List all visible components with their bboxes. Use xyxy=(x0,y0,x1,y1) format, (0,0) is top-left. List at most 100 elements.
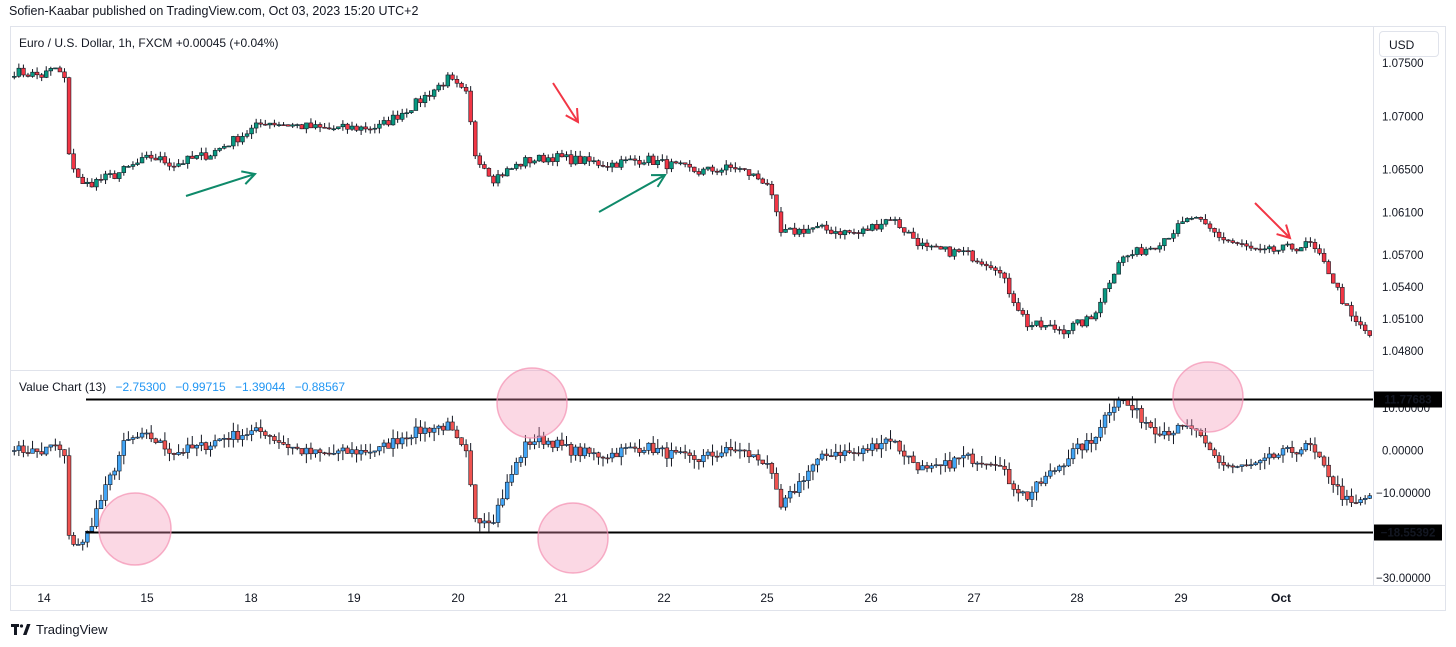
arrow-head xyxy=(1276,224,1292,240)
price-candle xyxy=(75,168,81,178)
pane-separator[interactable] xyxy=(10,370,1373,371)
price-candle xyxy=(514,163,519,169)
indicator-candle xyxy=(1367,495,1372,499)
indicator-candle xyxy=(1344,495,1350,500)
indicator-candle xyxy=(582,447,587,457)
price-candle xyxy=(500,174,505,177)
time-tick-label: 26 xyxy=(864,591,878,605)
indicator-candle xyxy=(331,452,336,455)
indicator-candle xyxy=(920,465,925,471)
indicator-candle xyxy=(1089,440,1094,444)
indicator-candle xyxy=(48,444,53,448)
price-candle xyxy=(139,157,145,164)
brand-footer[interactable]: TradingView xyxy=(11,622,108,637)
indicator-candle xyxy=(486,520,492,524)
price-candle xyxy=(1157,245,1162,250)
price-candle xyxy=(85,181,90,184)
price-candle xyxy=(299,124,304,130)
price-candle xyxy=(491,175,496,184)
indicator-candle xyxy=(39,451,44,455)
price-candle xyxy=(879,223,884,230)
indicator-candle xyxy=(1244,464,1249,467)
indicator-candle xyxy=(1061,465,1067,468)
indicator-candle xyxy=(824,453,829,457)
indicator-name: Value Chart (13) xyxy=(19,380,107,394)
price-tick-label: 1.05100 xyxy=(1382,314,1424,326)
indicator-candle xyxy=(755,454,761,461)
indicator-candle xyxy=(212,440,218,447)
indicator-candle xyxy=(555,439,560,448)
price-candle xyxy=(1098,301,1103,314)
indicator-candle xyxy=(1148,422,1153,428)
price-candle xyxy=(441,84,446,87)
currency-button[interactable]: USD xyxy=(1379,31,1439,57)
indicator-candle xyxy=(559,439,565,446)
price-candles xyxy=(12,63,1372,339)
price-tick-label: 1.07000 xyxy=(1382,111,1424,123)
price-candle xyxy=(550,157,556,162)
indicator-candle xyxy=(1080,443,1085,451)
price-candle xyxy=(1034,320,1039,326)
price-candle xyxy=(1367,330,1372,336)
indicator-candle xyxy=(541,435,546,445)
indicator-candle xyxy=(778,488,784,508)
indicator-candle xyxy=(463,444,469,452)
indicator-candle xyxy=(1153,427,1158,435)
indicator-candle xyxy=(1057,465,1062,471)
indicator-candle xyxy=(1025,491,1030,500)
price-candle xyxy=(208,155,213,160)
indicator-candle xyxy=(80,541,85,545)
indicator-candle xyxy=(1116,399,1121,408)
price-candle xyxy=(1066,330,1071,335)
indicator-candle xyxy=(833,451,838,457)
price-candle xyxy=(1052,324,1058,330)
price-candle xyxy=(445,74,451,87)
price-candle xyxy=(555,153,560,162)
price-tick-label: 1.06100 xyxy=(1382,207,1424,219)
price-candle xyxy=(226,145,231,148)
indicator-candle xyxy=(1235,466,1240,468)
indicator-candle xyxy=(924,465,930,469)
indicator-candle xyxy=(701,455,706,463)
indicator-candle xyxy=(148,432,154,440)
time-tick-label: 22 xyxy=(657,591,671,605)
indicator-candle xyxy=(988,463,994,466)
price-candle xyxy=(1207,223,1213,229)
indicator-candle xyxy=(1317,451,1322,458)
indicator-candle xyxy=(1075,443,1080,449)
price-candle xyxy=(272,122,277,126)
level-price-label: −18.55392 xyxy=(1381,528,1436,540)
price-candle xyxy=(304,122,309,130)
indicator-candle xyxy=(249,430,254,435)
price-candle xyxy=(431,89,437,97)
price-candle xyxy=(746,169,752,176)
price-candle xyxy=(970,250,975,262)
indicator-candle xyxy=(906,455,911,458)
indicator-candle xyxy=(984,463,989,466)
indicator-candle xyxy=(468,450,473,486)
price-candle xyxy=(605,166,610,168)
indicator-candle xyxy=(44,446,49,455)
price-candle xyxy=(1340,287,1345,304)
price-candle xyxy=(126,166,131,168)
price-candle xyxy=(1344,303,1350,306)
price-candle xyxy=(961,250,966,253)
indicator-candle xyxy=(1093,436,1099,444)
indicator-candle xyxy=(1248,464,1254,467)
price-candle xyxy=(386,120,391,126)
indicator-candle xyxy=(1198,429,1204,436)
indicator-candle xyxy=(427,427,432,433)
price-candle xyxy=(1171,233,1176,239)
price-candle xyxy=(737,168,743,170)
indicator-candle xyxy=(532,441,537,445)
indicator-candle xyxy=(459,437,464,445)
indicator-candle xyxy=(349,449,355,454)
price-candle xyxy=(714,170,720,173)
indicator-candle xyxy=(1107,412,1112,416)
indicator-candle xyxy=(769,463,775,474)
price-candle xyxy=(915,238,921,247)
indicator-candle xyxy=(682,451,688,454)
indicator-candle xyxy=(637,447,642,453)
indicator-candle xyxy=(742,449,747,452)
